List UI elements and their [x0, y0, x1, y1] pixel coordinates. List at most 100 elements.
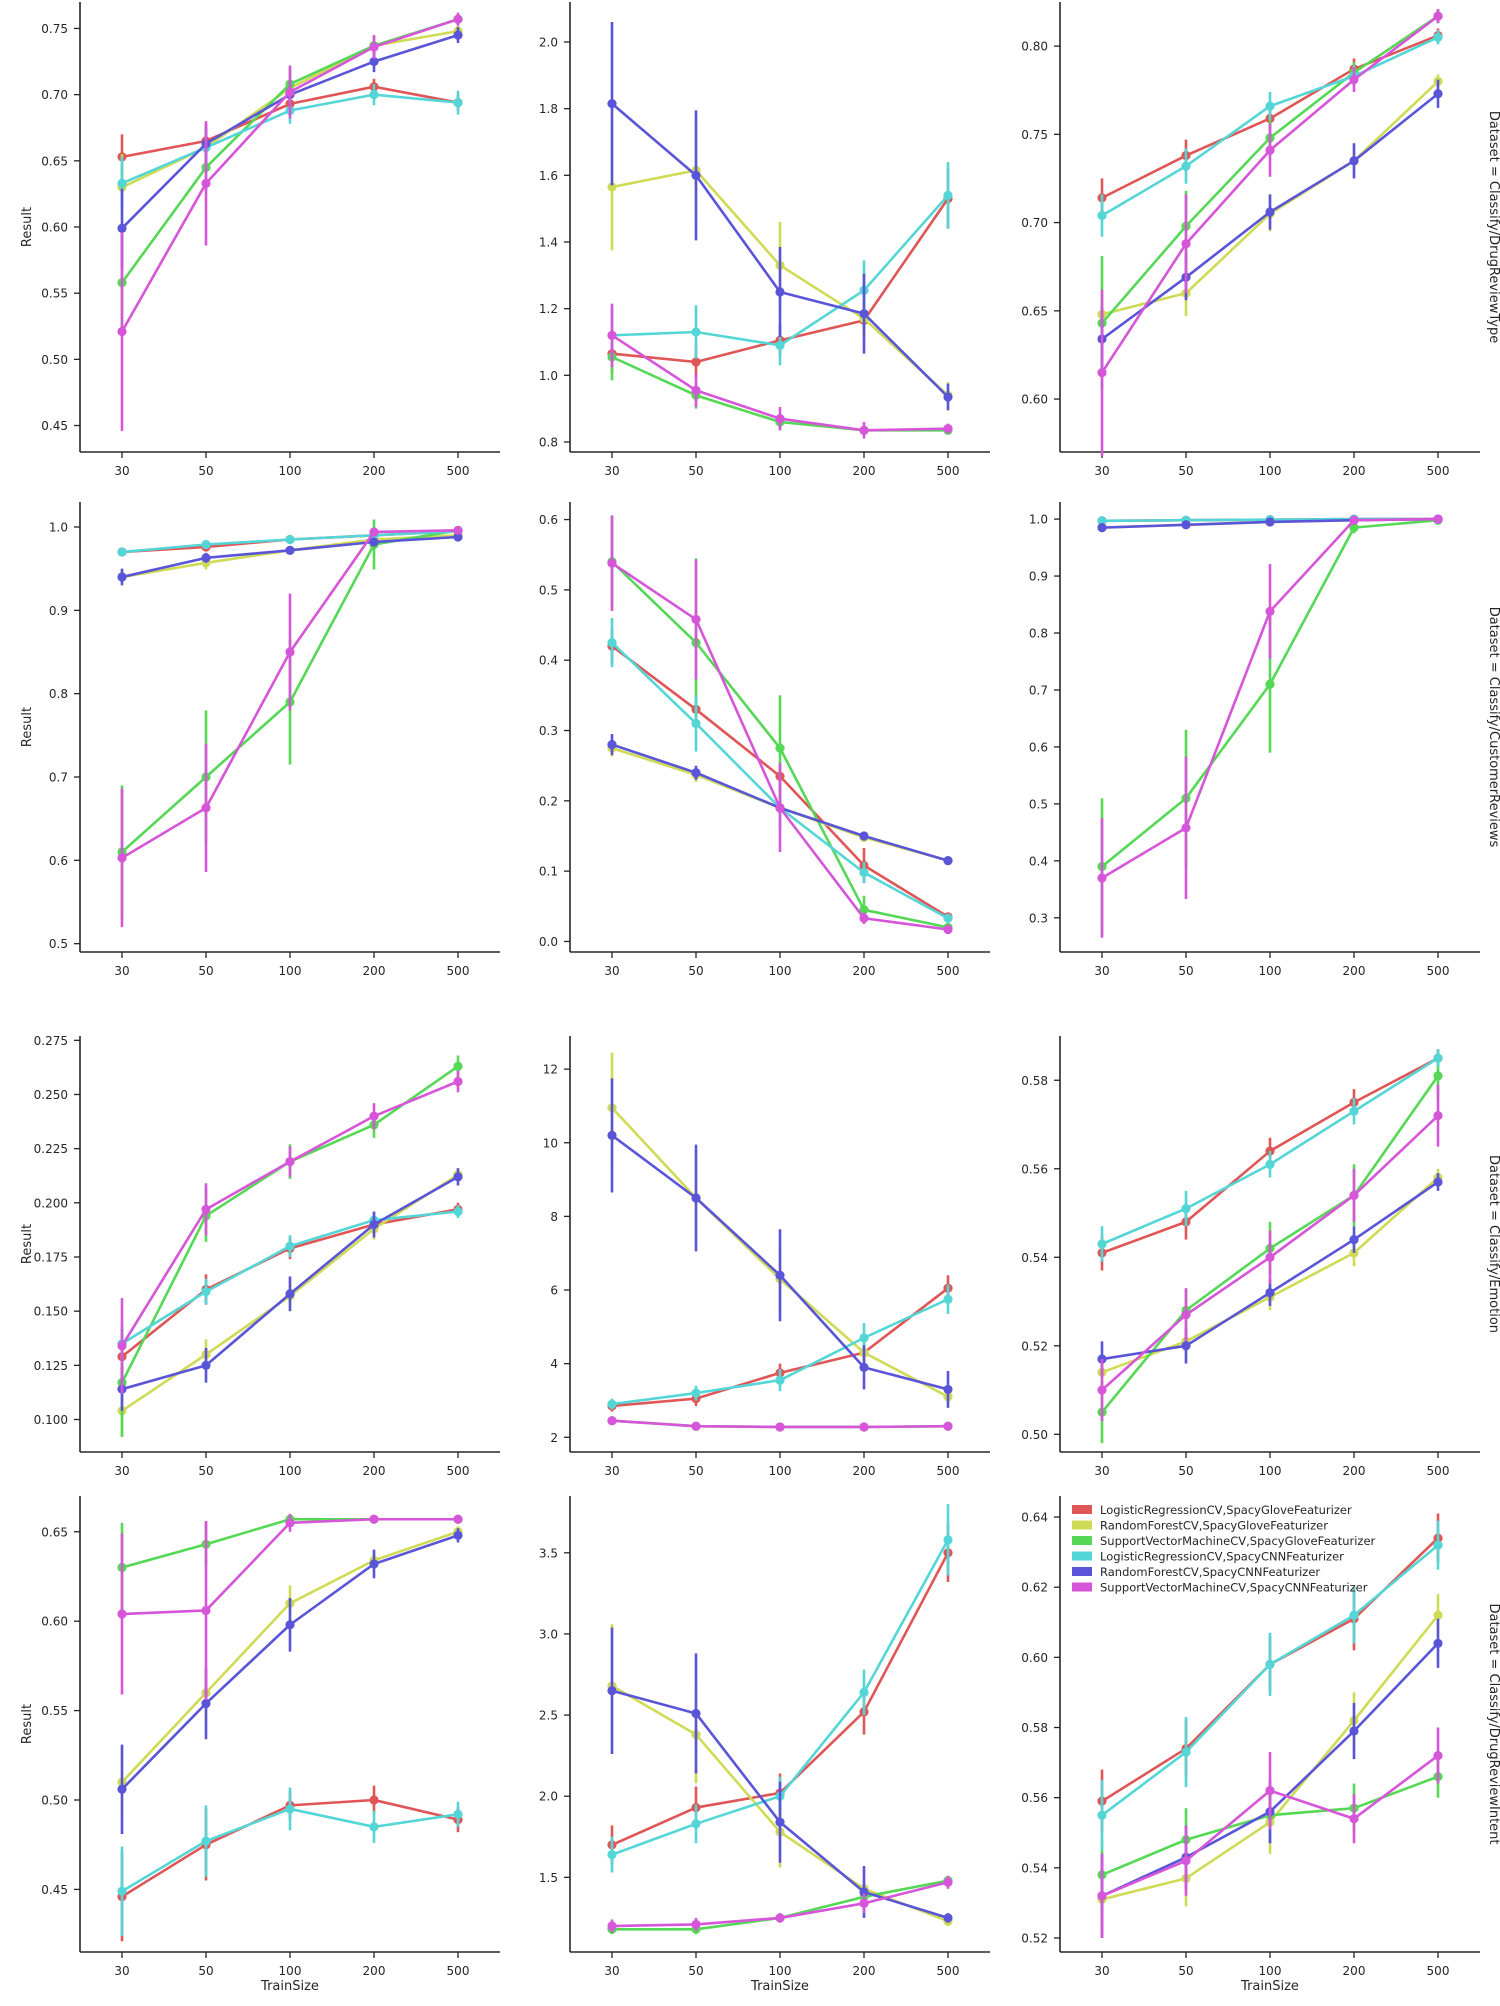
data-point: [859, 1422, 869, 1432]
y-tick-label: 10: [543, 1136, 558, 1150]
x-tick-label: 50: [198, 464, 213, 478]
x-tick-label: 30: [604, 464, 619, 478]
series-5: [117, 12, 463, 431]
x-tick-label: 50: [198, 1464, 213, 1478]
x-tick-label: 50: [688, 1464, 703, 1478]
y-tick-label: 0.50: [1021, 1428, 1048, 1442]
data-point: [1097, 523, 1107, 533]
data-point: [859, 425, 869, 435]
data-point: [775, 1817, 785, 1827]
y-tick-label: 0.100: [34, 1413, 68, 1427]
chart-panels: 0.45 0.50 0.55 0.60 0.65 0.70 0.75 30 50 100 200 50…: [34, 2, 1480, 1978]
data-point: [1181, 1856, 1191, 1866]
x-tick-label: 200: [1343, 464, 1366, 478]
x-tick-label: 200: [1343, 964, 1366, 978]
data-point: [201, 803, 211, 813]
data-point: [775, 287, 785, 297]
data-point: [1349, 1814, 1359, 1824]
data-point: [691, 170, 701, 180]
data-point: [859, 1362, 869, 1372]
x-tick-label: 30: [114, 1964, 129, 1978]
x-tick-label: 30: [604, 1964, 619, 1978]
data-point: [453, 1514, 463, 1524]
data-point: [859, 309, 869, 319]
x-tick-label: 500: [1427, 464, 1450, 478]
x-tick-label: 200: [363, 464, 386, 478]
data-point: [691, 1819, 701, 1829]
y-tick-label: 0.0: [539, 935, 558, 949]
panel-r0-c0: 0.45 0.50 0.55 0.60 0.65 0.70 0.75 30 50 100 200 50…: [41, 2, 500, 478]
data-point: [691, 1193, 701, 1203]
x-tick-label: 50: [688, 464, 703, 478]
data-point: [117, 326, 127, 337]
data-point: [1097, 1385, 1107, 1395]
y-tick-label: 0.225: [34, 1142, 68, 1156]
y-tick-label: 4: [550, 1357, 558, 1371]
data-point: [943, 1535, 953, 1545]
x-tick-label: 200: [853, 464, 876, 478]
y-tick-label: 0.7: [49, 771, 68, 785]
data-point: [859, 913, 869, 923]
data-point: [1181, 239, 1191, 249]
data-point: [117, 1886, 127, 1896]
y-axis-label: Result: [20, 1224, 35, 1264]
x-tick-label: 50: [1178, 964, 1193, 978]
data-point: [453, 1206, 463, 1217]
data-point: [1265, 101, 1275, 111]
legend-swatch: [1072, 1520, 1092, 1530]
y-tick-label: 0.5: [49, 937, 68, 951]
data-point: [1433, 1111, 1443, 1121]
data-point: [1181, 520, 1191, 530]
y-tick-label: 0.56: [1021, 1162, 1048, 1176]
x-tick-label: 50: [198, 1964, 213, 1978]
y-tick-label: 0.3: [1029, 911, 1048, 925]
series-4: [117, 532, 463, 586]
data-point: [201, 178, 211, 188]
series-line: [121, 1534, 459, 1791]
series-3: [1097, 1049, 1443, 1262]
y-axis-label: Result: [20, 707, 35, 747]
x-tick-label: 100: [769, 964, 792, 978]
data-point: [607, 1686, 617, 1696]
x-tick-label: 30: [114, 964, 129, 978]
x-tick-label: 500: [937, 1464, 960, 1478]
x-tick-label: 100: [1259, 964, 1282, 978]
y-tick-label: 1.8: [539, 102, 558, 116]
x-tick-label: 50: [1178, 464, 1193, 478]
data-point: [369, 42, 379, 52]
x-tick-label: 50: [688, 964, 703, 978]
x-tick-label: 500: [1427, 964, 1450, 978]
data-point: [1349, 75, 1359, 85]
x-tick-label: 200: [853, 1964, 876, 1978]
y-tick-label: 0.200: [34, 1196, 68, 1210]
series-4: [607, 734, 953, 866]
x-axis-label: TrainSize: [750, 1979, 809, 1994]
y-tick-label: 1.0: [1029, 513, 1048, 527]
data-point: [117, 1784, 127, 1794]
data-point: [1265, 1159, 1275, 1169]
y-tick-label: 2.0: [539, 1790, 558, 1804]
data-point: [117, 178, 127, 188]
x-tick-label: 500: [447, 964, 470, 978]
series-3: [607, 1284, 953, 1410]
data-point: [117, 547, 127, 557]
x-tick-label: 500: [447, 1464, 470, 1478]
y-tick-label: 0.52: [1021, 1339, 1048, 1353]
y-tick-label: 0.55: [41, 1704, 68, 1718]
y-tick-label: 2.5: [539, 1709, 558, 1723]
panel-r3-c2: 0.52 0.54 0.56 0.58 0.60 0.62 0.64 30 50 100 200 50…: [1021, 1496, 1480, 1978]
data-point: [117, 1609, 127, 1619]
x-tick-label: 100: [769, 1964, 792, 1978]
data-point: [775, 1913, 785, 1923]
y-tick-label: 8: [550, 1210, 558, 1224]
y-tick-label: 3.0: [539, 1627, 558, 1641]
data-point: [1265, 606, 1275, 616]
series-5: [607, 1416, 953, 1432]
x-tick-label: 200: [853, 1464, 876, 1478]
y-tick-label: 0.45: [41, 1883, 68, 1897]
x-tick-label: 30: [1094, 964, 1109, 978]
data-point: [1349, 515, 1359, 525]
y-tick-label: 0.6: [49, 854, 68, 868]
series-5: [1097, 514, 1443, 938]
x-tick-label: 200: [363, 1464, 386, 1478]
